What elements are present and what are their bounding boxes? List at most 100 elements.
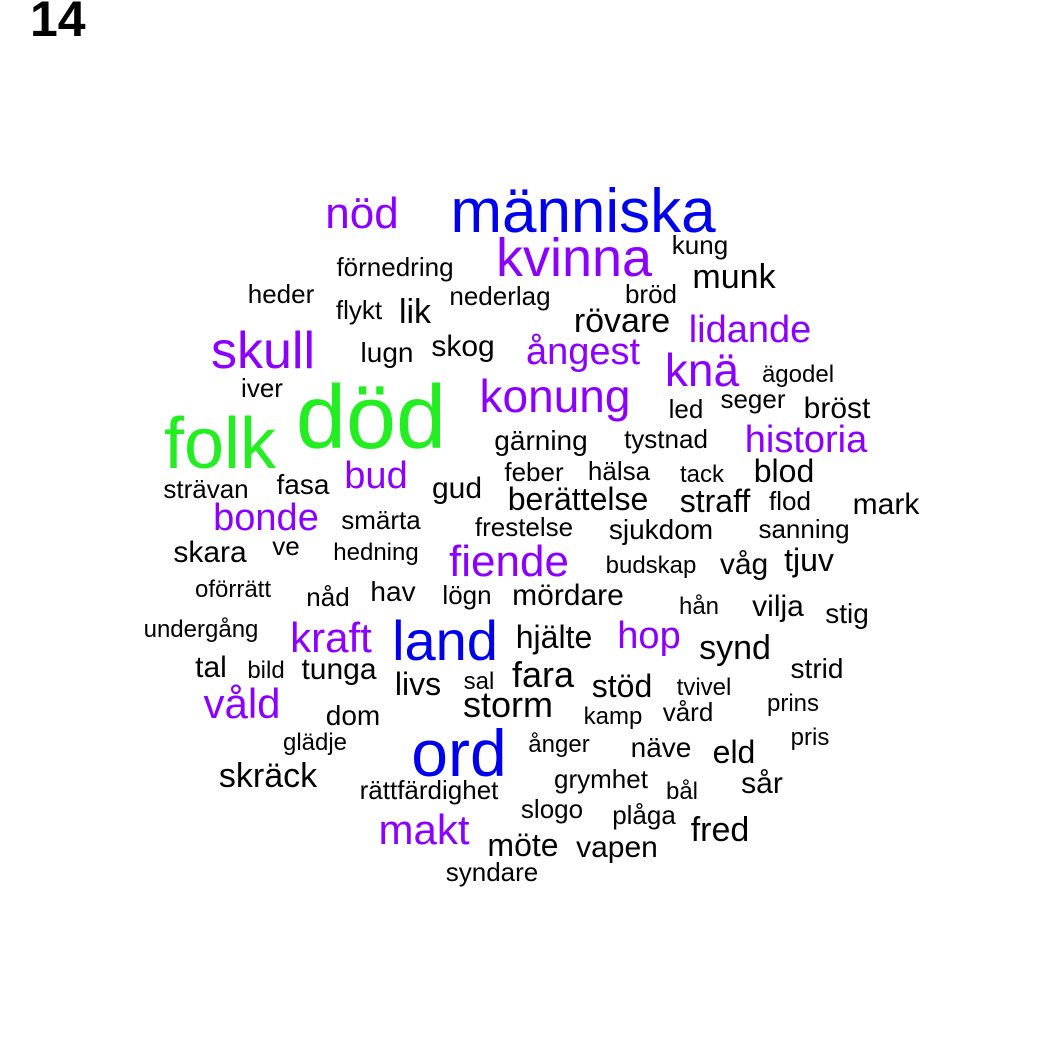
cloud-word: tunga — [301, 653, 376, 686]
cloud-word: förnedring — [336, 252, 453, 282]
cloud-word: historia — [745, 419, 868, 461]
cloud-word: bud — [344, 455, 407, 497]
cloud-word: budskap — [606, 552, 697, 579]
cloud-word: syndare — [446, 857, 539, 887]
cloud-word: våld — [203, 680, 280, 727]
cloud-word: död — [296, 368, 446, 468]
cloud-word: lidande — [689, 309, 812, 351]
cloud-word: kvinna — [496, 228, 653, 288]
cloud-word: lugn — [361, 337, 414, 368]
cloud-word: stig — [825, 598, 869, 629]
cloud-word: frestelse — [475, 512, 573, 542]
cloud-word: fiende — [449, 537, 569, 586]
cloud-word: strid — [791, 653, 844, 684]
cloud-word: hav — [370, 576, 415, 607]
cloud-word: fred — [691, 811, 750, 849]
cloud-word: fara — [512, 654, 575, 695]
cloud-word: gärning — [494, 425, 587, 456]
cloud-word: stöd — [592, 668, 652, 704]
cloud-word: mark — [853, 488, 921, 521]
cloud-word: folk — [164, 404, 277, 484]
cloud-word: storm — [463, 684, 553, 725]
cloud-word: lik — [399, 293, 432, 331]
cloud-word: plåga — [612, 800, 676, 830]
cloud-word: bonde — [213, 497, 319, 539]
cloud-word: bröd — [625, 279, 677, 309]
cloud-word: hedning — [333, 539, 418, 566]
cloud-word: blod — [754, 453, 815, 489]
cloud-word: flod — [769, 486, 811, 516]
cloud-word: seger — [720, 384, 785, 414]
cloud-word: ord — [411, 716, 506, 790]
cloud-word: flykt — [336, 295, 383, 325]
cloud-word: tack — [680, 461, 725, 488]
cloud-word: nöd — [325, 189, 398, 238]
cloud-word: sal — [464, 668, 495, 695]
cloud-word: ve — [272, 531, 299, 561]
cloud-word: skull — [211, 322, 315, 380]
cloud-word: hån — [679, 593, 719, 620]
cloud-word: möte — [487, 827, 558, 863]
cloud-word: feber — [504, 457, 564, 487]
cloud-word: grymhet — [554, 764, 649, 794]
cloud-word: kung — [672, 230, 728, 260]
cloud-word: ånger — [528, 731, 589, 758]
cloud-word: vilja — [752, 590, 804, 623]
cloud-word: heder — [248, 279, 315, 309]
cloud-word: berättelse — [508, 481, 649, 517]
cloud-word: nederlag — [449, 281, 550, 311]
cloud-word: människa — [450, 177, 716, 246]
cloud-word: smärta — [341, 505, 421, 535]
cloud-word: bröst — [804, 392, 871, 425]
cloud-word: tystnad — [624, 424, 708, 454]
cloud-word: led — [669, 394, 704, 424]
cloud-word: tal — [195, 651, 227, 684]
cloud-word: konung — [480, 370, 631, 422]
cloud-word: ägodel — [762, 361, 834, 388]
cloud-word: lögn — [442, 580, 491, 610]
cloud-word: ångest — [526, 331, 641, 373]
cloud-word: bild — [247, 657, 284, 684]
cloud-word: land — [392, 609, 498, 672]
cloud-word: oförrätt — [195, 576, 271, 603]
cloud-word: knä — [665, 344, 740, 396]
cloud-word: näve — [631, 732, 692, 763]
cloud-word: gud — [432, 472, 482, 505]
cloud-word: hop — [617, 615, 680, 657]
cloud-word: vapen — [576, 831, 658, 864]
cloud-word: synd — [699, 629, 771, 667]
cloud-word: nåd — [306, 582, 349, 612]
cloud-word: iver — [241, 373, 283, 403]
cloud-word: våg — [720, 548, 768, 581]
cloud-word: fasa — [277, 469, 330, 500]
cloud-word: tvivel — [677, 674, 732, 701]
cloud-word: kamp — [584, 703, 643, 730]
cloud-word: slogo — [521, 794, 583, 824]
cloud-word: sanning — [758, 514, 849, 544]
cloud-word: glädje — [283, 729, 347, 756]
cloud-word: skog — [431, 330, 494, 363]
cloud-word: sår — [741, 767, 783, 800]
cloud-word: pris — [791, 724, 830, 751]
cloud-word: skara — [173, 536, 247, 569]
cloud-word: tjuv — [784, 542, 834, 578]
cloud-word: bål — [666, 778, 698, 805]
cloud-word: munk — [692, 258, 776, 296]
cloud-word: makt — [378, 806, 469, 853]
cloud-word: livs — [395, 666, 441, 702]
cloud-word: rövare — [574, 302, 670, 340]
cloud-word: skräck — [219, 757, 318, 795]
cloud-word: prins — [767, 690, 819, 717]
cloud-word: sjukdom — [609, 514, 713, 545]
cloud-word: eld — [713, 734, 756, 770]
cloud-word: dom — [326, 700, 380, 731]
cloud-word: strävan — [163, 474, 248, 504]
figure-number: 14 — [30, 0, 86, 47]
cloud-word: kraft — [290, 614, 372, 661]
cloud-word: vård — [663, 697, 714, 727]
cloud-word: undergång — [144, 616, 259, 643]
cloud-word: mördare — [512, 579, 624, 612]
cloud-word: straff — [680, 483, 751, 519]
cloud-word: rättfärdighet — [360, 775, 500, 805]
